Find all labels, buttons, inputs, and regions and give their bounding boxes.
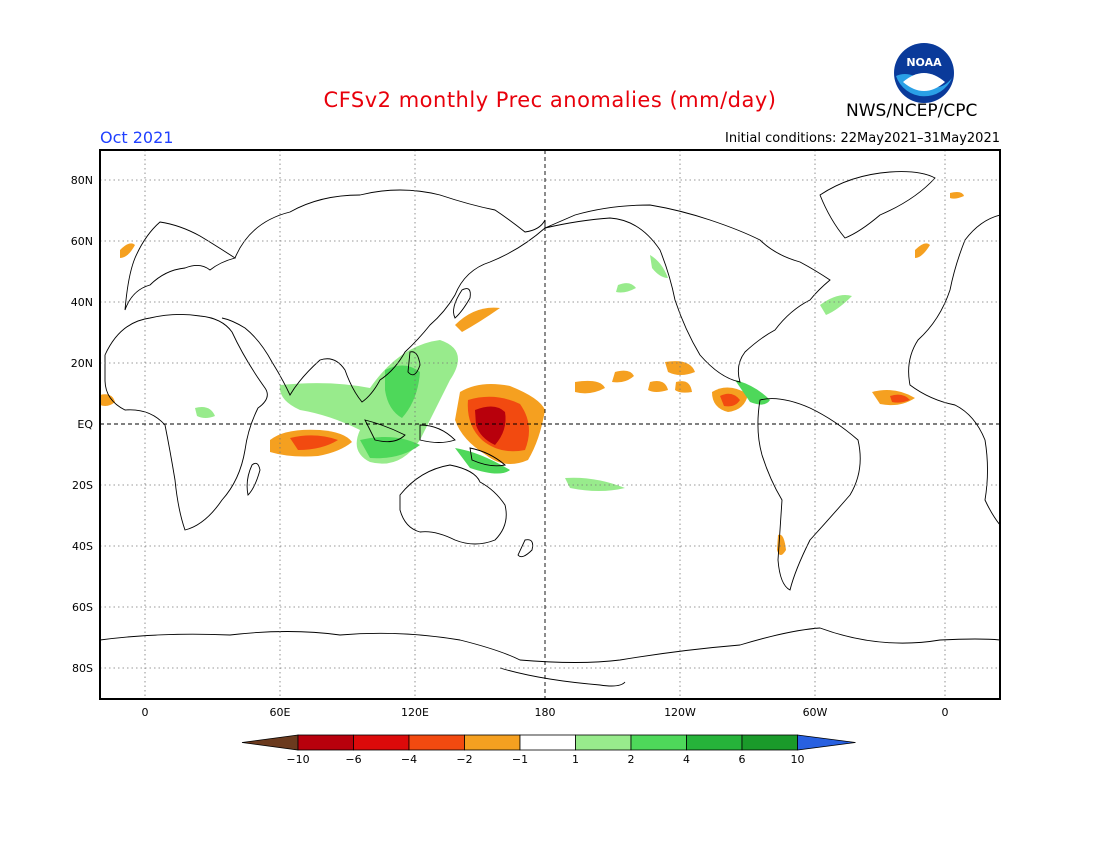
lat-label: 60N: [71, 235, 93, 248]
map-frame-border: [99, 149, 1001, 700]
coast-europe: [124, 221, 237, 311]
colorbar-label: 6: [739, 753, 746, 766]
colorbar-segment: [353, 734, 410, 751]
anomaly-wet-north-pacific: [616, 283, 636, 293]
anomaly-dry-enp-1: [612, 370, 634, 383]
lat-label: 80N: [71, 174, 93, 187]
coast-antarctica-2: [499, 667, 626, 687]
colorbar-label: −6: [345, 753, 361, 766]
lat-label: 60S: [72, 601, 93, 614]
lon-label: 120E: [401, 706, 429, 719]
colorbar-label: 4: [683, 753, 690, 766]
anomaly-dry-atlantic-core: [890, 394, 910, 403]
coast-asia: [221, 189, 546, 403]
forecast-month: Oct 2021: [100, 128, 174, 147]
graticule: [100, 150, 1000, 699]
coastline-layer: [100, 171, 1000, 687]
colorbar-label: −2: [456, 753, 472, 766]
anomaly-dry-west-pacific-core: [475, 406, 506, 445]
colorbar: −10 −6 −4 −2 −1 1 2 4 6 10: [241, 734, 856, 766]
colorbar-low-end: [241, 734, 299, 751]
colorbar-segment: [464, 734, 521, 751]
anomaly-dry-west-africa: [100, 394, 115, 406]
coast-south-america: [757, 398, 861, 591]
anomaly-dry-east-pacific-core: [720, 393, 740, 407]
anomaly-wet-png: [455, 448, 510, 474]
lon-label: 0: [142, 706, 149, 719]
coast-australia: [399, 464, 507, 545]
coast-madagascar: [246, 462, 261, 496]
colorbar-segment: [630, 734, 687, 751]
colorbar-label: −4: [401, 753, 417, 766]
lat-label: 20N: [71, 357, 93, 370]
coast-png: [469, 447, 506, 467]
colorbar-segment: [408, 734, 465, 751]
anomaly-dry-central-pacific: [575, 380, 605, 394]
lat-label: 20S: [72, 479, 93, 492]
lon-label: 60E: [270, 706, 291, 719]
colorbar-segment: [297, 734, 354, 751]
anomaly-dry-scandinavia: [120, 243, 135, 258]
lat-label: 80S: [72, 662, 93, 675]
coast-antarctica: [100, 627, 1000, 663]
anomaly-wet-maritime-core: [385, 365, 420, 418]
initial-conditions: Initial conditions: 22May2021–31May2021: [725, 131, 1000, 146]
anomaly-dry-enp-2: [648, 381, 668, 392]
anomaly-dry-north-atlantic: [915, 243, 930, 258]
anomaly-dry-greenland-sea: [950, 192, 964, 199]
agency-label: NWS/NCEP/CPC: [846, 101, 978, 121]
colorbar-segment: [519, 734, 576, 751]
lon-label: 120W: [664, 706, 696, 719]
noaa-logo: NOAA: [893, 42, 955, 104]
coast-north-america: [544, 204, 831, 383]
lat-label: 40N: [71, 296, 93, 309]
colorbar-segment: [741, 734, 798, 751]
coast-indonesia: [364, 419, 456, 443]
noaa-logo-text: NOAA: [906, 56, 942, 69]
lon-label: 60W: [803, 706, 828, 719]
colorbar-segment: [686, 734, 743, 751]
anomaly-dry-nw-pacific: [455, 307, 500, 332]
colorbar-segment: [575, 734, 632, 751]
colorbar-label: 1: [572, 753, 579, 766]
anomaly-wet-spcz: [565, 477, 625, 491]
lat-label: EQ: [77, 418, 93, 431]
coast-nz: [517, 539, 534, 558]
coast-philippines: [407, 351, 421, 376]
colorbar-label: −1: [512, 753, 528, 766]
coast-africa: [104, 313, 268, 531]
reference-lines: [100, 150, 1000, 699]
coast-europe-wrap: [908, 214, 1000, 526]
anomaly-wet-west-coast: [650, 255, 668, 278]
colorbar-label: 2: [628, 753, 635, 766]
anomaly-wet-indonesia: [360, 436, 420, 459]
colorbar-label: 10: [791, 753, 805, 766]
lon-label: 0: [942, 706, 949, 719]
anomaly-dry-indian-ocean-core: [290, 435, 338, 450]
coast-japan: [453, 288, 471, 319]
anomaly-wet-atlantic: [820, 295, 852, 315]
lat-axis: 80N 60N 40N 20N EQ 20S 40S 60S 80S: [71, 174, 94, 675]
lon-axis: 0 60E 120E 180 120W 60W 0: [142, 706, 949, 719]
map-title: CFSv2 monthly Prec anomalies (mm/day): [323, 88, 777, 112]
lon-label: 180: [535, 706, 556, 719]
anomaly-layer: [100, 192, 964, 555]
lat-label: 40S: [72, 540, 93, 553]
anomaly-dry-enp-3: [665, 361, 695, 375]
coast-greenland: [819, 171, 936, 239]
anomaly-wet-africa: [195, 407, 215, 418]
colorbar-high-end: [797, 734, 856, 751]
colorbar-label: −10: [286, 753, 309, 766]
anomaly-dry-enp-4: [675, 381, 692, 393]
anomaly-wet-central-america: [735, 380, 770, 405]
